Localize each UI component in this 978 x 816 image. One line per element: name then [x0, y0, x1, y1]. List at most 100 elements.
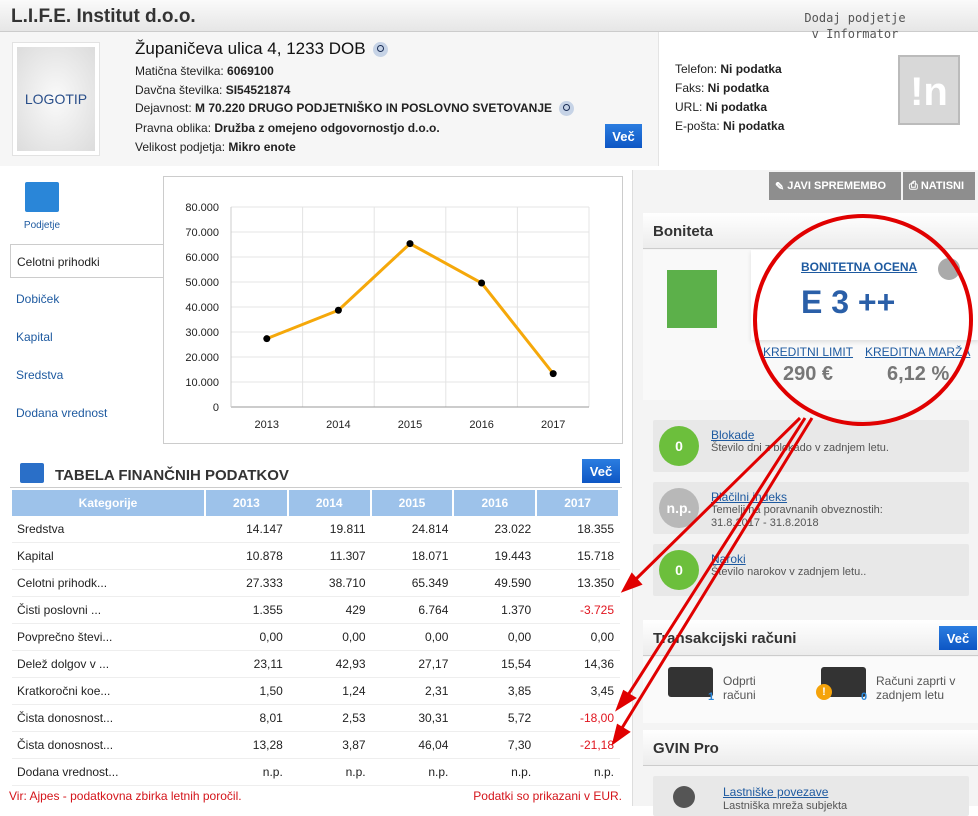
search-icon[interactable]: [559, 101, 575, 117]
x-tick-label: 2015: [398, 419, 422, 431]
credit-margin-value: 6,12 %: [887, 363, 950, 385]
printer-icon: ⎙: [909, 179, 921, 192]
table-cell: 1,50: [206, 678, 289, 705]
data-point: [478, 279, 486, 287]
indicator-desc: Temelji na poravnanih obveznostih:: [711, 504, 883, 516]
indicator-desc: Število dni z blokado v zadnjem letu.: [711, 442, 889, 454]
table-cell: Povprečno števi...: [12, 624, 206, 651]
indicator-naroki: 0 Naroki Število narokov v zadnjem letu.…: [653, 544, 969, 596]
card-icon: [668, 667, 713, 697]
status-badge: 0: [659, 550, 699, 590]
search-icon[interactable]: [372, 42, 388, 58]
warning-icon: !: [816, 684, 832, 700]
financial-table-header: TABELA FINANČNIH PODATKOV Več: [10, 458, 622, 488]
table-cell: 11.307: [288, 543, 372, 570]
x-tick-label: 2013: [255, 419, 279, 431]
credit-limit-link[interactable]: KREDITNI LIMIT: [763, 345, 854, 359]
company-info: LOGOTIP Županičeva ulica 4, 1233 DOB Mat…: [0, 32, 978, 166]
legal-form: Pravna oblika: Družba z omejeno odgovorn…: [135, 121, 440, 135]
tab-sredstva[interactable]: Sredstva: [16, 368, 64, 382]
table-cell: 0,00: [206, 624, 289, 651]
table-cell: 7,30: [454, 732, 538, 759]
table-cell: 0,00: [454, 624, 538, 651]
table-cell: 13,28: [206, 732, 289, 759]
closed-count: 0: [861, 691, 868, 703]
email: E-pošta: Ni podatka: [675, 119, 785, 133]
table-cell: Sredstva: [12, 516, 206, 543]
table-cell: 30,31: [371, 705, 455, 732]
table-cell: -3.725: [537, 597, 620, 624]
print-button[interactable]: ⎙ NATISNI: [903, 172, 975, 200]
rating-value: E 3 ++: [801, 284, 896, 320]
table-row: Čista donosnost... 13,28 3,87 46,04 7,30 -21,…: [12, 732, 620, 759]
table-cell: 1.370: [454, 597, 538, 624]
more-button[interactable]: Več: [605, 124, 642, 148]
bulb-icon[interactable]: [938, 258, 960, 280]
table-cell: n.p.: [371, 759, 455, 786]
chart-tabs: Podjetje Celotni prihodki Dobiček Kapita…: [0, 176, 163, 436]
data-point: [406, 240, 414, 248]
tab-kapital[interactable]: Kapital: [16, 330, 53, 344]
tab-dodana-vrednost[interactable]: Dodana vrednost: [16, 406, 108, 420]
y-tick-label: 0: [213, 402, 219, 414]
table-cell: 65.349: [371, 570, 455, 597]
table-cell: 0,00: [371, 624, 455, 651]
indicator-link[interactable]: Naroki: [711, 552, 746, 566]
table-cell: 6.764: [371, 597, 455, 624]
company-tab-icon[interactable]: Podjetje: [12, 182, 72, 236]
credit-margin-link[interactable]: KREDITNA MARŽA: [865, 345, 971, 359]
table-cell: 23,11: [206, 651, 289, 678]
company-address: Županičeva ulica 4, 1233 DOB: [135, 39, 388, 59]
company-logo: LOGOTIP: [12, 42, 100, 156]
network-icon: [673, 786, 695, 808]
ownership-card: Lastniške povezave Lastniška mreža subje…: [653, 776, 969, 816]
rating-link[interactable]: BONITETNA OCENA: [801, 260, 918, 274]
credit-limit-value: 290 €: [783, 363, 834, 385]
x-tick-label: 2017: [541, 419, 565, 431]
table-cell: 27.333: [206, 570, 289, 597]
table-cell: 8,01: [206, 705, 289, 732]
line-chart: 0 10.000 20.000 30.000 40.000 50.000 60.000 70.…: [185, 202, 590, 431]
boniteta-box: BONITETNA OCENA E 3 ++ KREDITNI LIMIT KR…: [643, 250, 978, 400]
accounts-header: Transakcijski računi Več: [643, 620, 978, 656]
table-cell: 46,04: [371, 732, 455, 759]
contact-panel: Telefon: Ni podatka Faks: Ni podatka URL…: [658, 32, 888, 166]
informator-logo[interactable]: !n: [898, 55, 960, 125]
data-point: [549, 370, 557, 378]
table-cell: 19.443: [454, 543, 538, 570]
indicator-desc: Število narokov v zadnjem letu..: [711, 566, 867, 578]
right-panel: ✎ JAVI SPREMEMBO ⎙ NATISNI Boniteta BONI…: [632, 170, 978, 816]
column-header: 2015: [371, 490, 455, 516]
table-cell: 10.878: [206, 543, 289, 570]
table-cell: 19.811: [288, 516, 372, 543]
registration-number: Matična številka: 6069100: [135, 64, 274, 78]
report-change-button[interactable]: ✎ JAVI SPREMEMBO: [769, 172, 901, 200]
table-cell: 13.350: [537, 570, 620, 597]
table-cell: -18,00: [537, 705, 620, 732]
table-cell: Kratkoročni koe...: [12, 678, 206, 705]
indicator-period: 31.8.2017 - 31.8.2018: [711, 517, 819, 529]
open-count: 1: [708, 691, 715, 703]
tab-dobicek[interactable]: Dobiček: [16, 292, 60, 306]
table-cell: 18.071: [371, 543, 455, 570]
indicator-link[interactable]: Blokade: [711, 428, 755, 442]
indicator-link[interactable]: Plačilni indeks: [711, 490, 788, 504]
ownership-link[interactable]: Lastniške povezave: [723, 785, 829, 799]
table-cell: 18.355: [537, 516, 620, 543]
table-row: Sredstva 14.147 19.811 24.814 23.022 18.355: [12, 516, 620, 543]
table-cell: 2,31: [371, 678, 455, 705]
table-cell: 24.814: [371, 516, 455, 543]
table-cell: Dodana vrednost...: [12, 759, 206, 786]
column-header: 2013: [206, 490, 289, 516]
table-title: TABELA FINANČNIH PODATKOV: [55, 467, 289, 484]
table-cell: 23.022: [454, 516, 538, 543]
informator-note: Dodaj podjetje v Informator: [804, 11, 906, 41]
accounts-more-button[interactable]: Več: [939, 626, 977, 650]
table-cell: n.p.: [454, 759, 538, 786]
table-cell: n.p.: [288, 759, 372, 786]
table-row: Povprečno števi... 0,00 0,00 0,00 0,00 0,00: [12, 624, 620, 651]
table-cell: 14.147: [206, 516, 289, 543]
tab-celotni-prihodki[interactable]: Celotni prihodki: [10, 244, 163, 278]
table-cell: 15.718: [537, 543, 620, 570]
table-more-button[interactable]: Več: [582, 459, 620, 483]
